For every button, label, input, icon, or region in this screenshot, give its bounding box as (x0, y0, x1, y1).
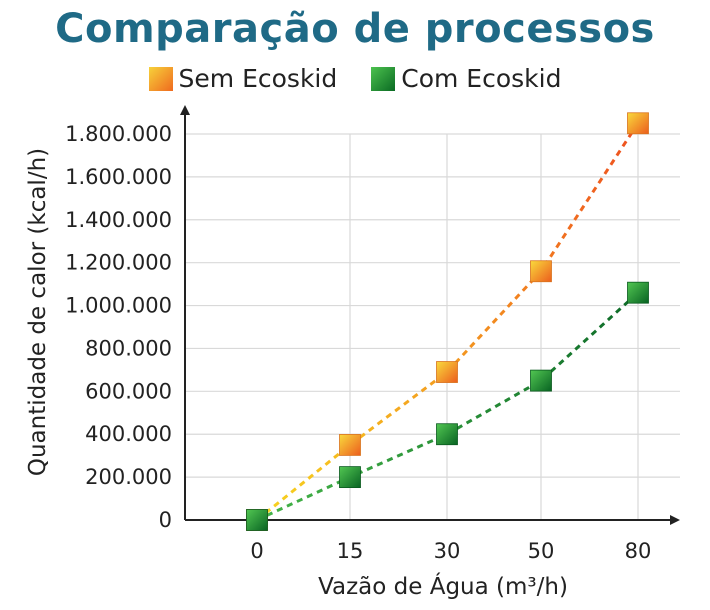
y-tick-label: 0 (159, 508, 172, 532)
data-point-sem-ecoskid (628, 113, 649, 134)
x-tick-label: 15 (337, 539, 364, 563)
x-axis-arrow (670, 515, 680, 525)
x-tick-label: 0 (250, 539, 263, 563)
data-point-com-ecoskid (531, 370, 552, 391)
x-tick-label: 80 (625, 539, 652, 563)
y-tick-label: 1.200.000 (65, 251, 172, 275)
y-tick-label: 1.800.000 (65, 122, 172, 146)
x-tick-label: 30 (434, 539, 461, 563)
gridlines (185, 134, 680, 520)
x-tick-label: 50 (528, 539, 555, 563)
y-tick-label: 400.000 (85, 422, 172, 446)
y-axis-arrow (180, 105, 190, 115)
data-point-sem-ecoskid (340, 434, 361, 455)
data-point-com-ecoskid (437, 424, 458, 445)
y-tick-label: 1.400.000 (65, 208, 172, 232)
y-tick-label: 1.600.000 (65, 165, 172, 189)
axes (180, 105, 680, 525)
y-tick-labels: 0 200.000 400.000 600.000 800.000 1.000.000 1.… (65, 122, 172, 532)
y-axis-label: Quantidade de calor (kcal/h) (25, 148, 51, 476)
x-tick-labels: 0 15 30 50 80 (250, 539, 651, 563)
x-axis-label: Vazão de Água (m³/h) (318, 572, 568, 600)
y-tick-label: 200.000 (85, 465, 172, 489)
y-tick-label: 600.000 (85, 379, 172, 403)
data-point-com-ecoskid (628, 282, 649, 303)
y-tick-label: 1.000.000 (65, 294, 172, 318)
data-point-sem-ecoskid (437, 362, 458, 383)
y-tick-label: 800.000 (85, 336, 172, 360)
data-point-com-ecoskid (247, 510, 268, 531)
data-point-com-ecoskid (340, 467, 361, 488)
data-point-sem-ecoskid (531, 261, 552, 282)
